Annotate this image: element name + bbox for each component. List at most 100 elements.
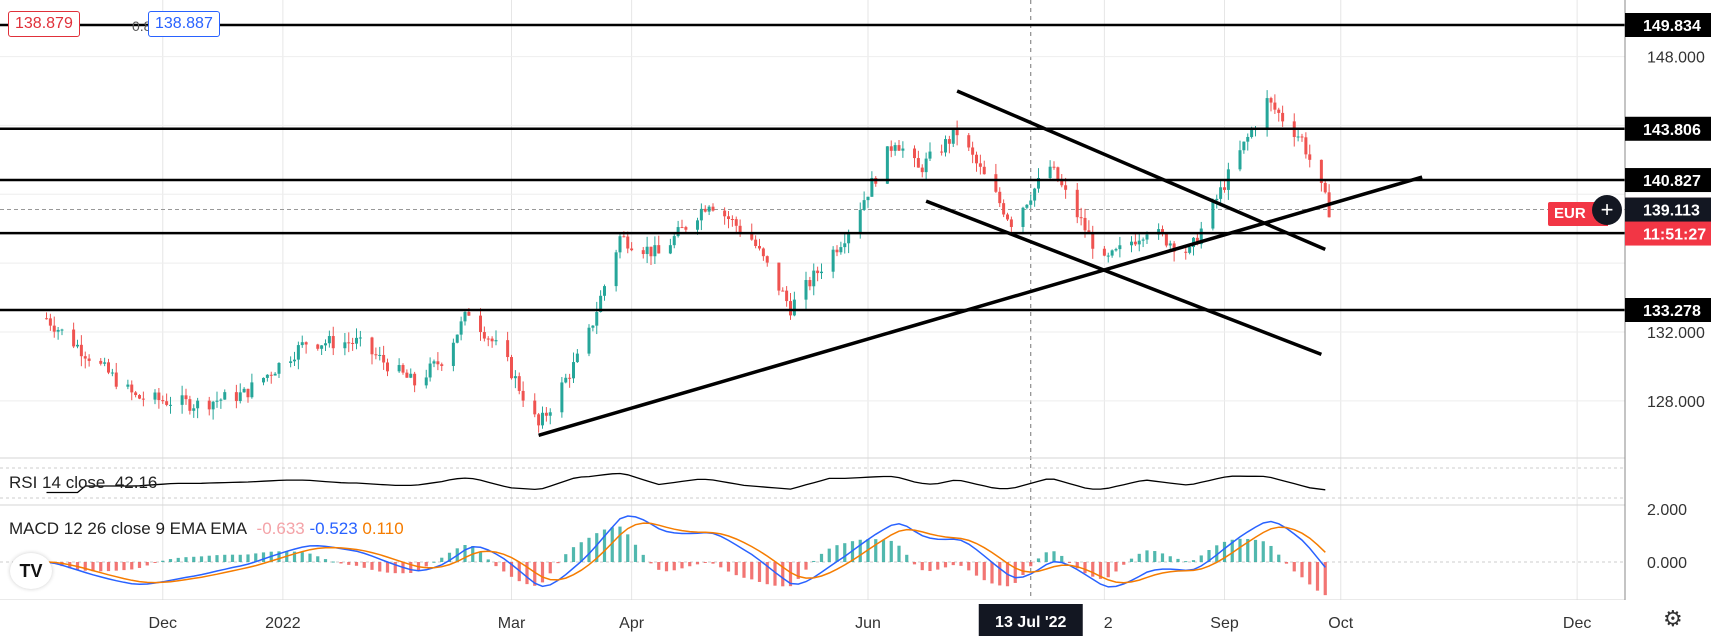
candle-body bbox=[843, 243, 847, 248]
macd-histogram-bar bbox=[254, 553, 258, 562]
candle-body bbox=[60, 329, 64, 331]
macd-tick-label: 2.000 bbox=[1647, 502, 1687, 519]
macd-histogram-bar bbox=[1292, 562, 1296, 572]
macd-histogram-bar bbox=[680, 562, 684, 569]
candle-body bbox=[618, 236, 622, 253]
macd-histogram-bar bbox=[672, 562, 676, 571]
price-level-tag bbox=[1625, 13, 1711, 37]
candle-body bbox=[374, 354, 378, 356]
candle-body bbox=[304, 342, 308, 345]
price-level-tag bbox=[1625, 116, 1711, 141]
candle-body bbox=[862, 200, 866, 210]
candle-body bbox=[72, 329, 76, 347]
macd-histogram-bar bbox=[548, 562, 552, 574]
candle-body bbox=[564, 377, 568, 383]
candle-body bbox=[734, 219, 738, 226]
macd-histogram-bar bbox=[199, 556, 204, 562]
candle-body bbox=[424, 377, 428, 386]
candle-body bbox=[378, 354, 382, 356]
candle-body bbox=[223, 392, 227, 400]
candle-body bbox=[1269, 98, 1273, 103]
candle-body bbox=[870, 177, 874, 197]
macd-tick-label: 0.000 bbox=[1647, 555, 1687, 572]
candle-body bbox=[1323, 182, 1327, 193]
macd-histogram-bar bbox=[734, 562, 738, 576]
add-plus-icon[interactable]: + bbox=[1592, 195, 1622, 225]
candle-body bbox=[758, 245, 761, 249]
macd-histogram-bar bbox=[316, 556, 320, 562]
candle-body bbox=[316, 344, 320, 349]
gear-icon[interactable]: ⚙ bbox=[1663, 606, 1683, 631]
macd-histogram-bar bbox=[936, 562, 940, 570]
candle-body bbox=[544, 412, 548, 416]
candle-body bbox=[1172, 243, 1176, 252]
rsi-legend[interactable]: RSI 14 close 42.16 bbox=[9, 473, 157, 493]
candle-body bbox=[537, 414, 541, 426]
macd-histogram-bar bbox=[238, 554, 242, 562]
macd-histogram-bar bbox=[378, 562, 382, 572]
macd-histogram-bar bbox=[184, 557, 188, 562]
candle-body bbox=[358, 337, 362, 339]
macd-histogram-bar bbox=[509, 562, 514, 577]
macd-histogram-bar bbox=[804, 562, 808, 570]
candle-body bbox=[645, 246, 649, 255]
candle-body bbox=[1161, 229, 1164, 234]
candle-body bbox=[777, 262, 781, 291]
macd-histogram-bar bbox=[1308, 562, 1312, 585]
macd-histogram-bar bbox=[362, 562, 366, 568]
macd-histogram-bar bbox=[192, 556, 196, 562]
candle-body bbox=[397, 365, 401, 372]
candle-body bbox=[1168, 243, 1172, 246]
spread-value: 0.8 bbox=[132, 18, 152, 34]
macd-histogram-bar bbox=[1098, 562, 1103, 579]
time-tick-label: Jun bbox=[855, 615, 881, 632]
candle-body bbox=[296, 345, 300, 360]
candle-body bbox=[1114, 249, 1118, 251]
candle-body bbox=[885, 146, 889, 184]
candle-body bbox=[839, 247, 843, 253]
candle-body bbox=[541, 412, 544, 426]
candle-body bbox=[599, 295, 603, 312]
ask-price[interactable]: 138.887 bbox=[148, 11, 220, 37]
macd-histogram-bar bbox=[300, 552, 304, 562]
candle-body bbox=[1056, 167, 1060, 181]
candle-body bbox=[591, 325, 595, 328]
macd-histogram-bar bbox=[750, 562, 754, 580]
tradingview-logo-icon[interactable]: TV bbox=[10, 553, 52, 589]
candle-body bbox=[506, 340, 510, 358]
price-tick-label: 148.000 bbox=[1647, 50, 1705, 67]
candle-body bbox=[486, 338, 490, 340]
candle-body bbox=[382, 354, 386, 363]
macd-histogram-bar bbox=[494, 562, 498, 567]
candle-body bbox=[657, 245, 661, 254]
macd-histogram-bar bbox=[726, 562, 731, 572]
candle-body bbox=[428, 363, 432, 378]
candle-body bbox=[455, 334, 459, 343]
macd-histogram-bar bbox=[215, 555, 219, 562]
rsi-value: 42.16 bbox=[114, 473, 158, 492]
candle-body bbox=[130, 384, 134, 393]
macd-histogram-bar bbox=[858, 539, 862, 562]
macd-histogram-bar bbox=[912, 562, 917, 565]
macd-histogram-bar bbox=[843, 543, 847, 562]
macd-histogram-bar bbox=[137, 562, 142, 568]
macd-histogram-bar bbox=[207, 555, 211, 562]
candle-body bbox=[680, 227, 684, 229]
bid-price[interactable]: 138.879 bbox=[8, 11, 80, 37]
macd-histogram-bar bbox=[246, 554, 250, 562]
macd-legend[interactable]: MACD 12 26 close 9 EMA EMA -0.633 -0.523… bbox=[9, 519, 404, 539]
candle-body bbox=[370, 337, 374, 355]
macd-histogram-bar bbox=[130, 562, 134, 570]
candle-body bbox=[672, 236, 676, 246]
candle-body bbox=[971, 147, 975, 155]
candle-body bbox=[1048, 166, 1052, 178]
candle-body bbox=[804, 280, 808, 300]
macd-histogram-bar bbox=[1315, 562, 1320, 591]
candle-body bbox=[723, 210, 727, 217]
candle-body bbox=[1184, 251, 1188, 253]
candle-body bbox=[355, 337, 358, 344]
rsi-line bbox=[46, 472, 1326, 494]
candle-body bbox=[1083, 217, 1087, 231]
macd-histogram-bar bbox=[1222, 541, 1227, 562]
